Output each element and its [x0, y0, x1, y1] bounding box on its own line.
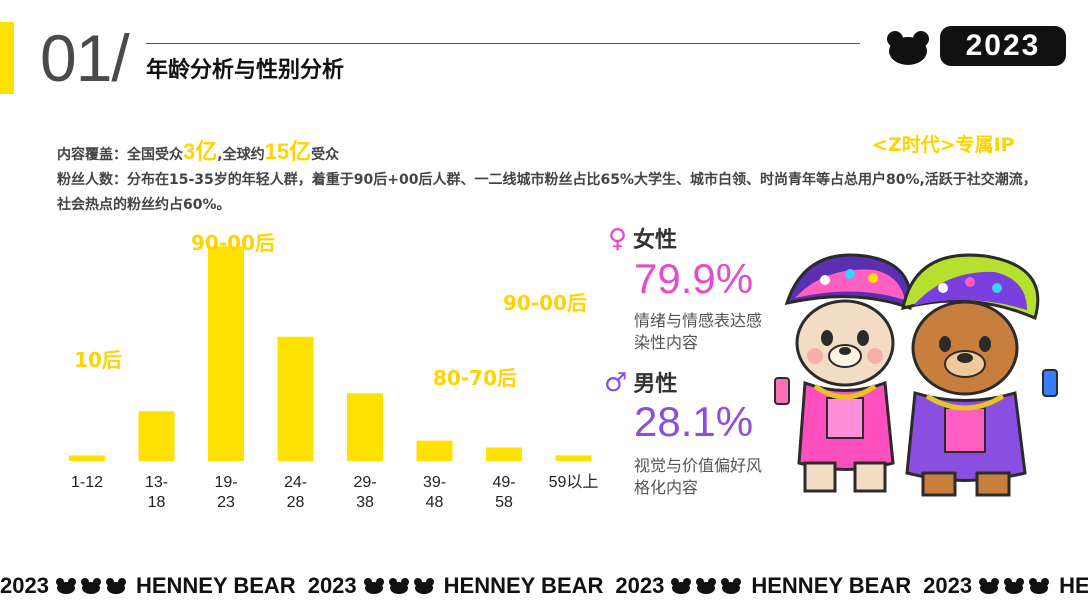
accent-bar	[0, 22, 14, 94]
bear-head-icon	[1029, 578, 1050, 594]
bar-24-28	[277, 336, 314, 461]
footer-bear-icons	[363, 578, 438, 594]
bar-59以上	[555, 455, 592, 461]
female-symbol-icon: ♀	[608, 224, 628, 254]
male-heading: ♂ 男性	[604, 366, 677, 398]
female-label: 女性	[633, 228, 678, 253]
bar-39-48	[416, 440, 453, 461]
footer-brand: HENNEY BEAR	[443, 573, 604, 598]
fans-description: 粉丝人数：分布在15-35岁的年轻人群，着重于90后+00后人群、一二线城市粉丝…	[57, 172, 1037, 213]
footer-year: 2023	[615, 573, 665, 598]
male-description: 视觉与价值偏好风格化内容	[634, 456, 763, 497]
bear-head-icon	[363, 578, 384, 594]
bar-1-12	[69, 455, 105, 461]
section-number: 01/	[40, 21, 130, 95]
coverage-label: 内容覆盖：全国受众	[57, 147, 183, 163]
x-tick-label: 39-48	[423, 474, 446, 511]
chart-annotation: 90-00后	[503, 291, 587, 315]
bear-mascot-illustration	[774, 253, 1058, 497]
ip-tag: <Z时代>专属IP	[872, 134, 1015, 156]
footer-segment: 2023 HENNEY BEAR	[923, 573, 1088, 599]
bear-head-icon	[413, 578, 434, 594]
bear-head-icon	[887, 31, 929, 65]
footer-year: 2023	[0, 573, 49, 598]
x-tick-label: 13-18	[145, 474, 168, 511]
bar-29-38	[347, 393, 383, 461]
title-divider	[146, 43, 860, 44]
female-description: 情绪与情感表达感染性内容	[634, 311, 763, 352]
footer-brand: HENNEY BEAR	[135, 573, 296, 598]
footer-brand: HENNEY BEAR	[1059, 573, 1088, 598]
bar-13-18	[138, 411, 175, 461]
right-bear-mascot	[901, 253, 1058, 497]
footer-bear-icons	[670, 578, 745, 594]
chart-annotation: 90-00后	[191, 231, 275, 255]
footer-bear-icons	[55, 578, 130, 594]
footer-bear-icons	[978, 578, 1053, 594]
bear-head-icon	[1004, 578, 1025, 594]
x-tick-label: 19-23	[214, 474, 237, 511]
bear-head-icon	[105, 578, 126, 594]
bear-head-icon	[55, 578, 76, 594]
male-percentage: 28.1%	[634, 398, 754, 445]
bear-head-icon	[721, 578, 742, 594]
bear-head-icon	[671, 578, 692, 594]
female-heading: ♀ 女性	[608, 222, 677, 254]
female-percentage: 79.9%	[634, 255, 754, 302]
coverage-line: 内容覆盖：全国受众3亿,全球约15亿受众	[57, 134, 339, 166]
chart-annotation: 10后	[74, 348, 122, 372]
x-tick-label: 24-28	[284, 474, 307, 511]
footer-year: 2023	[307, 573, 357, 598]
coverage-mid: ,全球约	[217, 147, 265, 163]
coverage-global-value: 15亿	[264, 139, 312, 164]
x-tick-label: 59以上	[549, 473, 599, 491]
footer-segment: 2023 HENNEY BEAR	[308, 573, 604, 599]
footer-segment: 2023 HENNEY BEAR	[0, 573, 296, 599]
bear-head-icon	[388, 578, 409, 594]
footer-brand: HENNEY BEAR	[751, 573, 912, 598]
footer-year: 2023	[923, 573, 973, 598]
bar-19-23	[208, 246, 244, 461]
left-bear-mascot	[774, 253, 912, 493]
x-tick-label: 49-58	[492, 474, 515, 511]
age-bar-chart: 1-12 13-18 19-23 24-28 29-38 39-48 49-58 59以上 10…	[40, 225, 640, 525]
coverage-china-value: 3亿	[183, 139, 218, 164]
male-symbol-icon: ♂	[604, 368, 628, 398]
coverage-suffix: 受众	[311, 147, 340, 163]
bear-head-icon	[979, 578, 1000, 594]
age-bar-chart-svg: 1-12 13-18 19-23 24-28 29-38 39-48 49-58 59以上 10…	[69, 231, 599, 511]
chart-annotation: 80-70后	[433, 366, 517, 390]
footer-marquee: 2023 HENNEY BEAR 2023 HENNEY BEAR 2023 HENNEY…	[0, 569, 1088, 603]
bear-head-icon	[696, 578, 717, 594]
x-tick-label: 29-38	[353, 474, 376, 511]
bear-head-icon	[80, 578, 101, 594]
footer-segment: 2023 HENNEY BEAR	[615, 573, 911, 599]
bar-49-58	[486, 447, 522, 461]
male-label: 男性	[633, 372, 678, 397]
x-tick-label: 1-12	[71, 474, 103, 491]
year-badge: 2023	[940, 26, 1066, 66]
page-title: 年龄分析与性别分析	[146, 58, 345, 83]
